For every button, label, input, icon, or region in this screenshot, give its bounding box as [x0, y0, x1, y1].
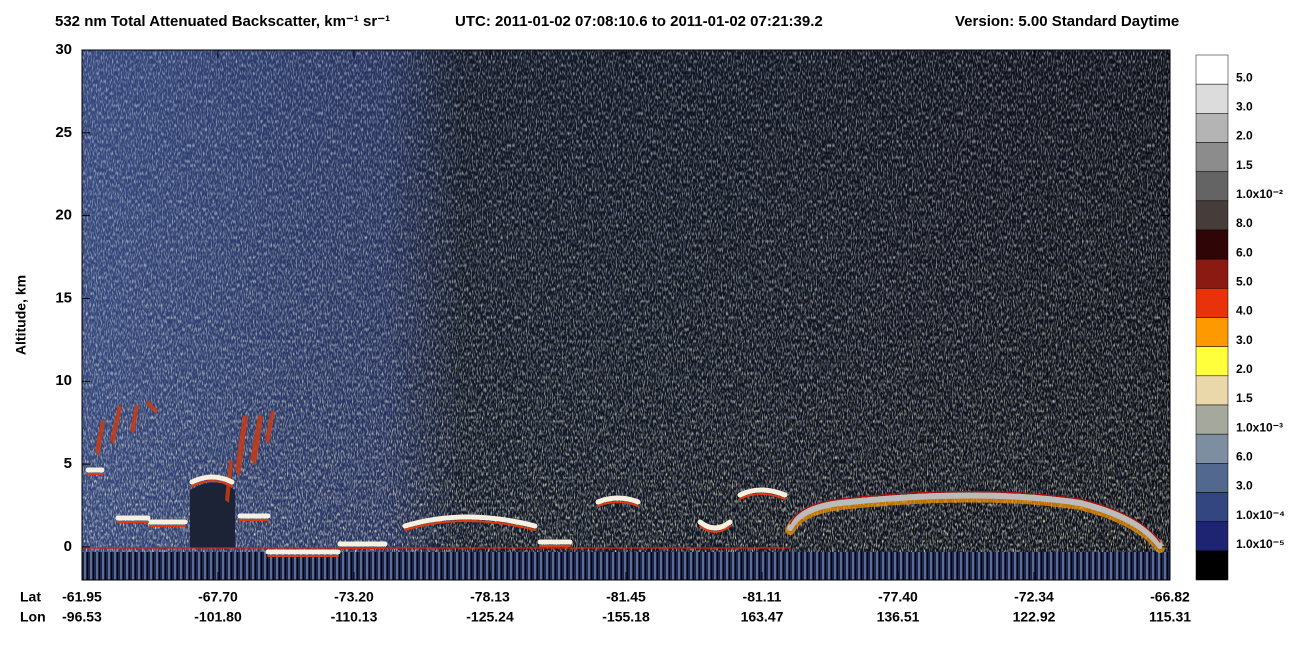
- colorbar-box: [1195, 288, 1229, 318]
- colorbar-box: [1195, 346, 1229, 377]
- y-axis-label: Altitude, km: [13, 275, 29, 355]
- colorbar-label: 1.5: [1236, 391, 1253, 405]
- lon-tick-label: -155.18: [602, 609, 650, 625]
- colorbar-label: 1.0x10⁻²: [1236, 187, 1283, 201]
- colorbar-box: [1195, 492, 1229, 522]
- colorbar-label: 4.0: [1236, 304, 1253, 318]
- colorbar-box: [1195, 229, 1229, 260]
- colorbar-box: [1195, 83, 1229, 114]
- colorbar-label: 5.0: [1236, 70, 1253, 84]
- colorbar-box: [1195, 375, 1229, 406]
- colorbar-label: 1.0x10⁻⁴: [1236, 508, 1285, 522]
- colorbar-box: [1195, 550, 1229, 581]
- colorbar-box: [1195, 142, 1229, 172]
- lon-tick-label: -101.80: [194, 609, 242, 625]
- lat-tick-label: -77.40: [878, 589, 918, 605]
- lon-tick-label: -110.13: [331, 609, 378, 625]
- y-tick-label: 25: [55, 124, 72, 141]
- colorbar-label: 3.0: [1236, 100, 1253, 114]
- y-tick-label: 30: [55, 41, 72, 58]
- colorbar-box: [1195, 258, 1229, 289]
- backscatter-image: [81, 50, 1170, 580]
- colorbar-label: 5.0: [1236, 275, 1253, 289]
- colorbar-label: 1.0x10⁻⁵: [1236, 537, 1285, 551]
- y-tick-label: 10: [55, 372, 72, 389]
- lat-label: Lat: [20, 589, 41, 605]
- chart-title: 532 nm Total Attenuated Backscatter, km⁻…: [55, 13, 390, 30]
- colorbar-label: 8.0: [1236, 216, 1253, 230]
- colorbar-label: 2.0: [1236, 362, 1253, 376]
- colorbar-box: [1195, 317, 1229, 347]
- colorbar-box: [1195, 171, 1229, 202]
- lat-tick-label: -81.45: [606, 589, 646, 605]
- y-tick-label: 20: [55, 207, 72, 224]
- colorbar-label: 3.0: [1236, 333, 1253, 347]
- lon-tick-label: 136.51: [877, 609, 920, 625]
- colorbar-box: [1195, 404, 1229, 435]
- lat-tick-label: -66.82: [1150, 589, 1190, 605]
- colorbar-label: 1.5: [1236, 158, 1253, 172]
- colorbar-box: [1195, 433, 1229, 464]
- colorbar-box: [1195, 113, 1229, 143]
- colorbar-label: 6.0: [1236, 450, 1253, 464]
- colorbar-box: [1195, 200, 1229, 231]
- lon-label: Lon: [20, 609, 46, 625]
- colorbar-label: 3.0: [1236, 479, 1253, 493]
- lon-tick-label: 115.31: [1149, 609, 1191, 625]
- lon-tick-label: -96.53: [62, 609, 102, 625]
- lat-tick-label: -81.11: [743, 589, 782, 605]
- y-tick-label: 15: [55, 289, 72, 306]
- lat-tick-label: -61.95: [62, 589, 102, 605]
- colorbar-label: 6.0: [1236, 245, 1253, 259]
- colorbar-label: 1.0x10⁻³: [1236, 420, 1283, 434]
- lon-tick-label: 163.47: [741, 609, 784, 625]
- y-tick-label: 5: [64, 455, 72, 472]
- time-range: UTC: 2011-01-02 07:08:10.6 to 2011-01-02…: [455, 13, 823, 30]
- colorbar-box: [1195, 521, 1229, 552]
- version: Version: 5.00 Standard Daytime: [955, 13, 1179, 30]
- lat-tick-label: -67.70: [198, 589, 238, 605]
- lat-tick-label: -73.20: [334, 589, 374, 605]
- lon-tick-label: 122.92: [1013, 609, 1056, 625]
- lat-tick-label: -78.13: [470, 589, 510, 605]
- lon-tick-label: -125.24: [466, 609, 514, 625]
- colorbar-box: [1195, 54, 1229, 85]
- colorbar-label: 2.0: [1236, 129, 1253, 143]
- y-tick-label: 0: [64, 538, 72, 555]
- lat-tick-label: -72.34: [1014, 589, 1054, 605]
- colorbar-box: [1195, 463, 1229, 493]
